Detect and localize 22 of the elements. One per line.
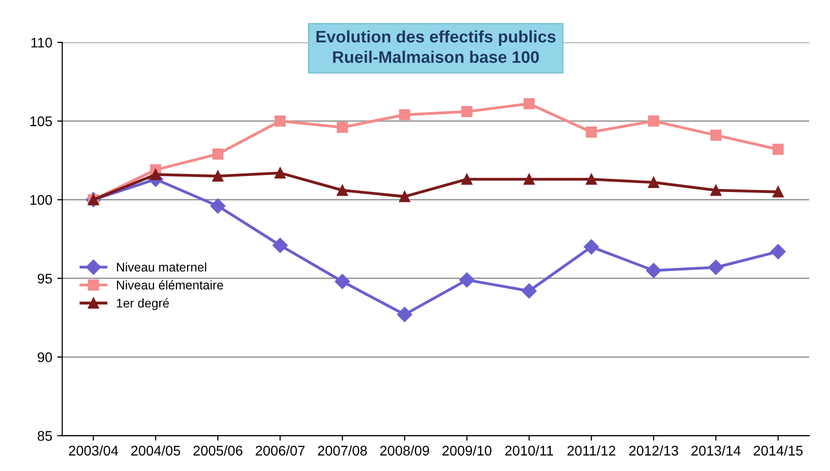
x-tick-label: 2011/12 [567, 445, 616, 456]
x-tick-label: 2012/13 [629, 445, 678, 456]
legend-label: 1er degré [116, 298, 169, 310]
x-tick-label: 2013/14 [691, 445, 741, 456]
y-tick-label: 100 [30, 195, 52, 205]
legend-label: Niveau maternel [116, 262, 206, 272]
chart-title: Evolution des effectifs publics Rueil-Malmaison base 100 [316, 30, 556, 63]
x-tick-label: 2007/08 [318, 445, 367, 456]
x-tick-label: 2004/05 [131, 445, 180, 456]
x-tick-label: 2003/04 [68, 445, 118, 456]
x-tick-label: 2008/09 [380, 445, 430, 456]
x-tick-label: 2005/06 [193, 445, 242, 456]
legend-label: Niveau élémentaire [116, 280, 224, 290]
x-tick-label: 2014/15 [754, 445, 803, 456]
x-tick-label: 2010/11 [505, 445, 554, 456]
y-tick-label: 105 [30, 116, 52, 126]
y-tick-label: 90 [38, 352, 52, 362]
x-tick-label: 2006/07 [256, 445, 305, 456]
x-tick-label: 2009/10 [442, 445, 492, 456]
y-tick-label: 85 [38, 431, 52, 441]
y-tick-label: 110 [31, 38, 52, 48]
y-tick-label: 95 [38, 274, 52, 284]
